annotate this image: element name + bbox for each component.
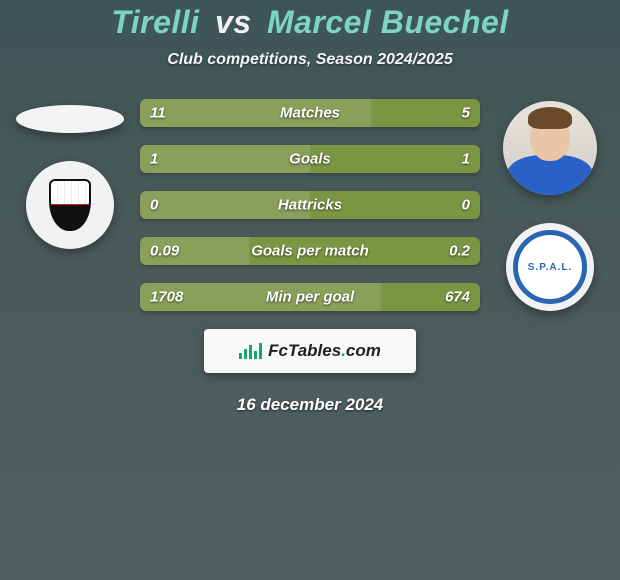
bar-chart-icon xyxy=(239,343,262,359)
brand-pre: FcTables xyxy=(268,341,341,360)
stat-bar-left xyxy=(140,191,310,219)
title-vs: vs xyxy=(215,4,252,40)
page-title: Tirelli vs Marcel Buechel xyxy=(0,0,620,41)
left-side-column xyxy=(10,99,130,249)
player1-club-badge xyxy=(26,161,114,249)
stat-bar-right xyxy=(310,145,480,173)
stat-bar-left xyxy=(140,237,249,265)
right-side-column: S.P.A.L. xyxy=(490,99,610,311)
player2-club-badge: S.P.A.L. xyxy=(506,223,594,311)
spal-ring-icon: S.P.A.L. xyxy=(513,230,587,304)
stat-row: 0.090.2Goals per match xyxy=(140,237,480,265)
subtitle: Club competitions, Season 2024/2025 xyxy=(0,51,620,69)
stat-bar-left xyxy=(140,99,371,127)
stat-bar-left xyxy=(140,283,381,311)
stat-bar-right xyxy=(371,99,480,127)
brand-text: FcTables.com xyxy=(268,341,381,361)
shield-icon xyxy=(49,179,91,231)
stat-bar-right xyxy=(310,191,480,219)
stat-bar-right xyxy=(381,283,480,311)
stat-row: 115Matches xyxy=(140,99,480,127)
stat-row: 11Goals xyxy=(140,145,480,173)
player1-avatar xyxy=(16,105,124,133)
date-label: 16 december 2024 xyxy=(0,395,620,415)
stat-row: 1708674Min per goal xyxy=(140,283,480,311)
stat-bar-left xyxy=(140,145,310,173)
comparison-row: 115Matches 11Goals 00Hattricks 0.090.2Goals… xyxy=(0,99,620,311)
stats-column: 115Matches 11Goals 00Hattricks 0.090.2Goals… xyxy=(140,99,480,311)
title-player1: Tirelli xyxy=(111,4,199,40)
brand-pill: FcTables.com xyxy=(204,329,416,373)
stat-bar-right xyxy=(249,237,480,265)
stat-row: 00Hattricks xyxy=(140,191,480,219)
brand-post: com xyxy=(346,341,381,360)
player2-avatar xyxy=(503,101,597,195)
title-player2: Marcel Buechel xyxy=(267,4,509,40)
